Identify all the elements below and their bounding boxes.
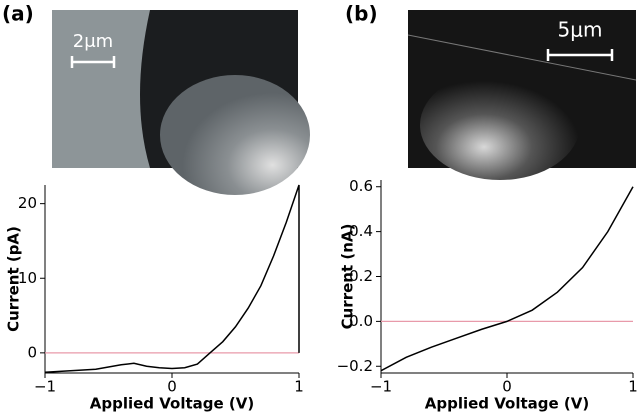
panel-label: (b) [345, 2, 378, 26]
x-tick-label: 0 [502, 378, 512, 396]
x-tick-label: −1 [34, 378, 56, 396]
y-tick-label: 10 [18, 269, 37, 287]
x-tick-label: 1 [294, 378, 304, 396]
x-axis-label: Applied Voltage (V) [425, 395, 589, 413]
y-tick-label: 0.0 [349, 312, 373, 330]
sem-image-a [52, 10, 310, 195]
x-tick-label: −1 [370, 378, 392, 396]
x-tick-label: 0 [167, 378, 177, 396]
scale-bar-label: 2μm [73, 31, 113, 52]
y-axis-label: Current (nA) [339, 224, 357, 330]
x-axis-label: Applied Voltage (V) [90, 395, 254, 413]
y-tick-label: 0.6 [349, 177, 373, 195]
scale-bars [70, 49, 614, 68]
y-tick-label: 0 [27, 343, 37, 361]
data-line [44, 184, 300, 373]
y-tick-label: −0.2 [337, 357, 373, 375]
sem-image-b [407, 10, 637, 180]
y-tick-label: 0.4 [349, 222, 373, 240]
panel-label: (a) [2, 2, 34, 26]
scale-bar-label: 5μm [558, 18, 603, 42]
y-axis-label: Current (pA) [5, 226, 23, 332]
y-tick-label: 20 [18, 194, 37, 212]
data-line [380, 186, 634, 372]
x-tick-label: 1 [628, 378, 638, 396]
y-tick-label: 0.2 [349, 267, 373, 285]
